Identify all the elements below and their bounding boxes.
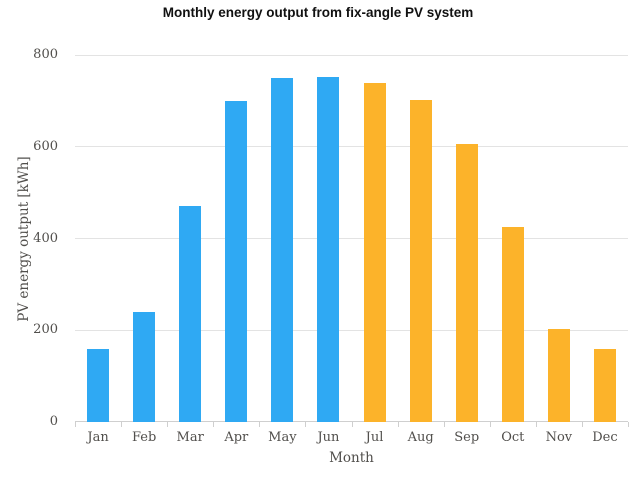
x-tick-label-nov: Nov xyxy=(545,430,573,445)
x-tick-mark xyxy=(351,422,353,427)
bar-oct xyxy=(501,227,524,422)
y-tick-label: 400 xyxy=(33,230,58,246)
x-tick-label-oct: Oct xyxy=(501,430,525,445)
x-tick-mark xyxy=(121,422,123,427)
gridline xyxy=(75,329,628,331)
gridline xyxy=(75,238,628,239)
x-tick-label-jan: Jan xyxy=(87,430,109,445)
x-tick-mark xyxy=(443,422,445,427)
x-tick-mark xyxy=(167,422,169,427)
y-tick-label: 0 xyxy=(49,414,58,429)
bar-jan xyxy=(87,348,110,422)
x-tick-label-aug: Aug xyxy=(407,430,434,445)
x-tick-label-jun: Jun xyxy=(317,430,340,445)
x-tick-label-jul: Jul xyxy=(365,430,384,445)
bar-sep xyxy=(455,143,478,422)
bar-mar xyxy=(179,205,202,422)
x-tick-label-mar: Mar xyxy=(176,430,204,445)
bar-nov xyxy=(547,329,570,422)
bar-jun xyxy=(317,76,340,422)
x-tick-label-apr: Apr xyxy=(224,430,249,445)
x-tick-mark xyxy=(213,422,215,427)
y-tick-label: 800 xyxy=(33,47,58,62)
x-tick-mark xyxy=(259,422,261,427)
bar-aug xyxy=(409,100,432,422)
x-tick-mark xyxy=(535,422,537,427)
bar-dec xyxy=(593,348,616,422)
bar-may xyxy=(271,78,294,422)
x-tick-mark xyxy=(75,422,76,427)
x-tick-label-feb: Feb xyxy=(131,430,157,445)
gridline xyxy=(75,146,628,148)
x-tick-mark xyxy=(628,422,629,427)
x-tick-label-may: May xyxy=(268,430,297,445)
x-tick-mark xyxy=(397,422,399,427)
x-tick-label-dec: Dec xyxy=(592,430,618,445)
chart-title: Monthly energy output from fix-angle PV … xyxy=(162,5,474,20)
x-axis-line xyxy=(75,421,628,422)
x-tick-mark xyxy=(581,422,583,427)
bar-feb xyxy=(133,311,156,422)
x-tick-mark xyxy=(489,422,491,427)
x-tick-mark xyxy=(305,422,307,427)
bar-jul xyxy=(363,83,386,422)
plot-area xyxy=(75,54,628,422)
bar-apr xyxy=(225,100,248,422)
gridline xyxy=(75,54,628,56)
y-tick-label: 200 xyxy=(33,322,58,338)
x-axis-title: Month xyxy=(329,450,374,466)
y-tick-label: 600 xyxy=(33,138,58,154)
x-tick-label-sep: Sep xyxy=(454,430,480,445)
